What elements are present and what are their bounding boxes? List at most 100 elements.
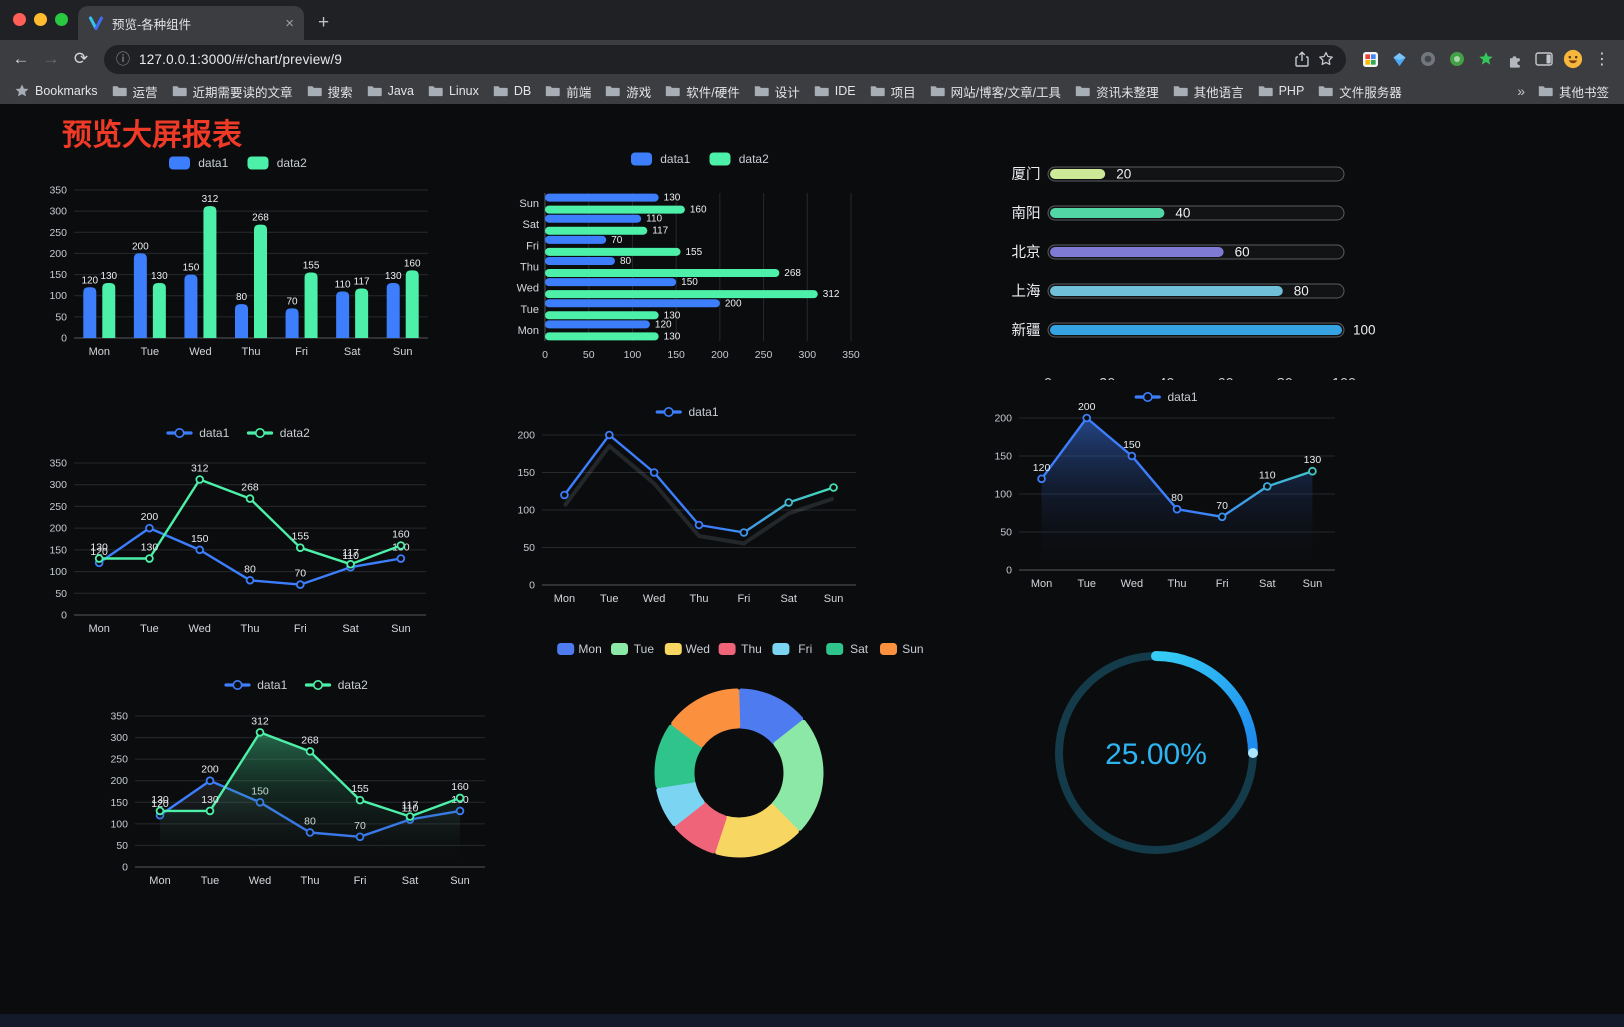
svg-text:110: 110: [646, 214, 662, 225]
bookmark-folder[interactable]: 搜索: [300, 80, 360, 103]
url-text: 127.0.0.1:3000/#/chart/preview/9: [139, 51, 343, 67]
other-bookmarks[interactable]: 其他书签: [1531, 80, 1616, 103]
window-minimize-button[interactable]: [34, 13, 47, 26]
bookmark-folder[interactable]: 设计: [747, 80, 807, 103]
svg-text:Sun: Sun: [1303, 578, 1323, 590]
extension-icon-green-star[interactable]: [1476, 48, 1496, 70]
dashboard-content: 预览大屏报表 data1 data2 0 50 100 150 200 250 300 350 Mo…: [0, 104, 1624, 1027]
extension-icon-green-circle[interactable]: [1447, 48, 1467, 70]
svg-text:Wed: Wed: [1121, 578, 1143, 590]
reload-button[interactable]: ⟳: [73, 49, 89, 68]
bookmark-folder[interactable]: PHP: [1251, 82, 1312, 100]
bookmark-folder[interactable]: 软件/硬件: [658, 80, 746, 103]
bookmark-folder[interactable]: 资讯未整理: [1068, 80, 1166, 103]
svg-text:Fri: Fri: [526, 240, 539, 252]
extension-icon-gray-circle[interactable]: [1418, 48, 1438, 70]
svg-text:100: 100: [110, 818, 128, 830]
bookmark-folder[interactable]: 游戏: [598, 80, 658, 103]
svg-text:Fri: Fri: [354, 875, 367, 887]
svg-text:Thu: Thu: [242, 346, 261, 358]
extension-icon-blue-gem[interactable]: [1389, 48, 1409, 70]
svg-text:50: 50: [116, 840, 128, 852]
legend-item[interactable]: Tue: [611, 642, 654, 656]
svg-text:0: 0: [122, 862, 128, 874]
bookmark-folder[interactable]: IDE: [807, 82, 863, 100]
svg-text:155: 155: [303, 260, 320, 271]
svg-text:0: 0: [1044, 376, 1052, 380]
svg-text:110: 110: [335, 279, 351, 290]
legend-item[interactable]: data1: [631, 152, 691, 166]
other-bookmarks-label: 其他书签: [1558, 85, 1609, 100]
bookmarks-right-group: » 其他书签: [1511, 80, 1616, 103]
browser-menu-icon[interactable]: ⋮: [1594, 51, 1610, 68]
svg-text:120: 120: [81, 275, 98, 286]
legend-item[interactable]: data1: [1134, 390, 1198, 404]
chart-grouped-bar: data1 data2 0 50 100 150 200 250 300 350 Mon Tue Wed…: [38, 150, 440, 374]
svg-text:40: 40: [1175, 206, 1190, 221]
legend-item[interactable]: Mon: [557, 642, 602, 656]
bookmarks-overflow-chevron[interactable]: »: [1517, 83, 1525, 99]
site-info-icon[interactable]: ⓘ: [116, 51, 130, 67]
svg-text:80: 80: [236, 292, 248, 303]
legend-item[interactable]: data2: [246, 426, 311, 440]
extension-icon-colorful[interactable]: [1360, 48, 1380, 70]
bookmark-label: 项目: [890, 85, 916, 100]
bookmark-folder[interactable]: 文件服务器: [1311, 80, 1409, 103]
svg-text:Sat: Sat: [344, 346, 361, 358]
window-zoom-button[interactable]: [55, 13, 68, 26]
legend-item[interactable]: Fri: [772, 642, 812, 656]
legend-item[interactable]: data2: [709, 152, 770, 166]
svg-text:Fri: Fri: [294, 623, 307, 635]
bar-series-data2: 130 130 312 268 155 117 160: [545, 205, 840, 342]
svg-text:Wed: Wed: [685, 642, 709, 656]
folder-icon: [1173, 86, 1188, 97]
legend-item[interactable]: data2: [304, 678, 369, 692]
svg-text:20: 20: [1099, 376, 1115, 380]
bookmark-folder[interactable]: 运营: [105, 80, 165, 103]
bookmark-folder[interactable]: 其他语言: [1166, 80, 1251, 103]
extensions-puzzle-icon[interactable]: [1505, 48, 1525, 70]
donut-slice-Fri: [656, 780, 705, 827]
bookmark-folder[interactable]: 近期需要读的文章: [165, 80, 300, 103]
svg-text:80: 80: [1277, 376, 1293, 380]
legend-item[interactable]: data1: [169, 156, 229, 170]
legend-item[interactable]: data1: [224, 678, 288, 692]
svg-text:Fri: Fri: [295, 346, 308, 358]
folder-icon: [367, 86, 382, 97]
svg-text:117: 117: [652, 226, 668, 237]
legend-item[interactable]: Thu: [718, 642, 762, 656]
bookmarks-manager-item[interactable]: Bookmarks: [8, 82, 105, 100]
bookmark-label: 设计: [774, 85, 800, 100]
back-button[interactable]: ←: [12, 49, 30, 68]
bookmark-folder[interactable]: 前端: [538, 80, 598, 103]
bookmark-label: 游戏: [626, 85, 652, 100]
forward-button[interactable]: →: [42, 49, 60, 68]
star-icon: [15, 84, 29, 97]
svg-text:150: 150: [1123, 439, 1141, 451]
tab-close-icon[interactable]: ×: [285, 14, 294, 32]
legend-item[interactable]: data2: [247, 156, 308, 170]
browser-tab[interactable]: 预览-各种组件 ×: [78, 6, 304, 40]
window-close-button[interactable]: [13, 13, 26, 26]
share-icon[interactable]: [1295, 51, 1309, 67]
svg-text:200: 200: [725, 298, 742, 309]
svg-text:117: 117: [354, 277, 370, 288]
bookmark-folder[interactable]: Linux: [421, 82, 486, 100]
legend-item[interactable]: Sun: [880, 642, 924, 656]
bookmark-star-icon[interactable]: [1318, 51, 1334, 67]
profile-avatar[interactable]: [1563, 48, 1583, 70]
legend-item[interactable]: data1: [655, 405, 719, 419]
bookmark-label: Java: [387, 84, 414, 98]
bookmark-folder[interactable]: DB: [486, 82, 538, 100]
new-tab-button[interactable]: +: [318, 12, 330, 33]
sidebar-toggle-icon[interactable]: [1534, 48, 1554, 70]
bookmark-folder[interactable]: 项目: [863, 80, 923, 103]
legend-item[interactable]: Sat: [826, 642, 869, 656]
bookmark-folder[interactable]: Java: [360, 82, 421, 100]
address-bar[interactable]: ⓘ 127.0.0.1:3000/#/chart/preview/9: [104, 44, 1346, 74]
svg-text:Sun: Sun: [902, 642, 923, 656]
legend-item[interactable]: Wed: [664, 642, 710, 656]
bookmark-folder[interactable]: 网站/博客/文章/工具: [923, 80, 1068, 103]
svg-text:150: 150: [110, 797, 128, 809]
legend-item[interactable]: data1: [166, 426, 230, 440]
